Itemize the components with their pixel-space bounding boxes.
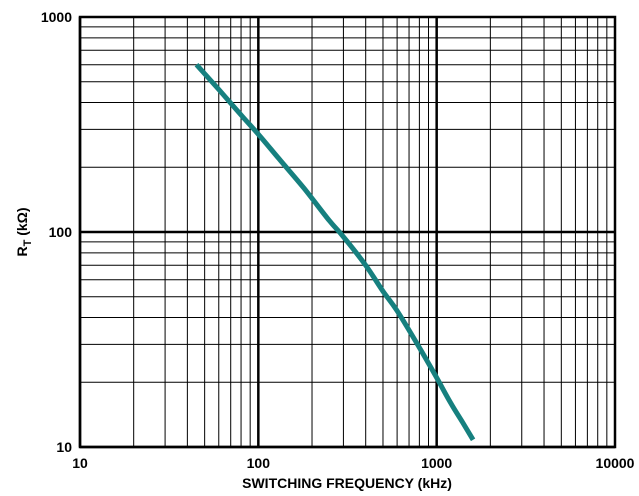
x-tick-label: 1000 bbox=[421, 455, 452, 471]
x-tick-labels: 10 100 1000 10000 bbox=[72, 455, 634, 471]
series-layer bbox=[194, 63, 476, 442]
y-axis-title: RT (kΩ) bbox=[14, 207, 34, 256]
y-axis-title-main: R bbox=[14, 246, 30, 256]
y-tick-label: 1000 bbox=[41, 9, 72, 25]
x-tick-label: 10000 bbox=[596, 455, 635, 471]
x-axis-title: SWITCHING FREQUENCY (kHz) bbox=[242, 475, 452, 491]
y-axis-title-sub: T bbox=[22, 239, 34, 246]
y-axis-title-unit: (kΩ) bbox=[14, 207, 30, 239]
rt-curve-line bbox=[194, 63, 476, 442]
x-tick-label: 10 bbox=[72, 455, 88, 471]
y-tick-labels: 10 100 1000 bbox=[41, 9, 72, 455]
plot-frame bbox=[78, 15, 617, 449]
y-tick-label: 10 bbox=[56, 439, 72, 455]
x-tick-label: 100 bbox=[247, 455, 271, 471]
y-tick-label: 100 bbox=[49, 224, 73, 240]
